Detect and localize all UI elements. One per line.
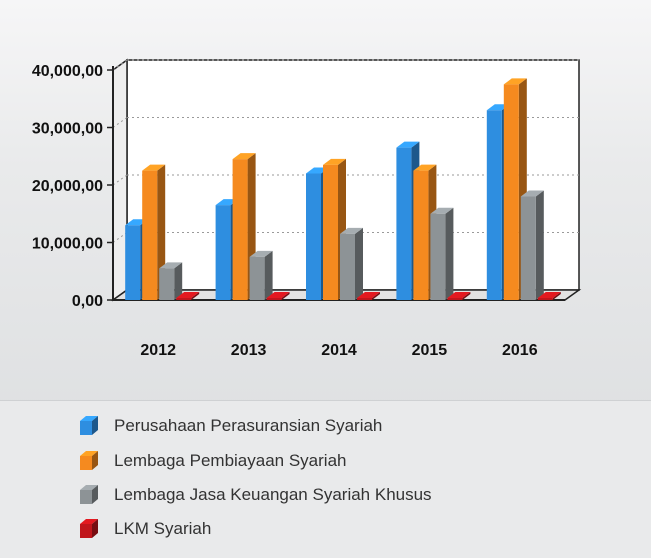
bar-side-2012-3 <box>191 292 200 300</box>
bar-side-2012-2 <box>174 262 183 300</box>
bar-side-2014-2 <box>355 227 363 300</box>
legend-label-2: Lembaga Pembiayaan Syariah <box>114 451 347 470</box>
bar-2015-1 <box>413 170 429 300</box>
bar-chart: 0,00 10,000,00 20,000,00 30,000,00 40,000,00… <box>32 58 582 359</box>
bar-top-2015-2 <box>430 207 454 214</box>
bar-top-2014-2 <box>340 227 363 234</box>
legend-label-4: LKM Syariah <box>114 519 212 538</box>
bar-side-2014-3 <box>372 292 380 300</box>
y-tick-label: 10,000,00 <box>32 236 103 253</box>
bar-2012-0 <box>125 225 141 300</box>
bar-2013-2 <box>249 256 265 300</box>
legend-swatch-4 <box>80 519 98 538</box>
bar-2016-0 <box>486 110 502 300</box>
bar-2015-2 <box>430 213 446 300</box>
legend-cube-side <box>92 519 98 538</box>
x-tick-label-2016: 2016 <box>502 342 538 359</box>
bar-top-2015-1 <box>413 164 437 171</box>
bar-2015-3 <box>447 298 463 300</box>
y-tick-label: 20,000,00 <box>32 178 103 195</box>
bar-top-2014-1 <box>323 158 346 165</box>
legend-item-lkm-syariah: LKM Syariah <box>78 517 211 541</box>
legend-cube-side <box>92 451 98 470</box>
legend-item-lembaga-pembiayaan: Lembaga Pembiayaan Syariah <box>78 449 346 473</box>
bar-top-2012-1 <box>142 164 166 171</box>
y-tick-label: 40,000,00 <box>32 63 103 80</box>
side-wall <box>112 58 128 302</box>
x-tick-label-2014: 2014 <box>321 342 357 359</box>
legend-cube-front <box>80 524 92 538</box>
bar-side-2013-2 <box>264 250 273 300</box>
bar-top-2012-2 <box>159 262 183 269</box>
bar-top-2016-3 <box>537 292 561 298</box>
bar-2012-3 <box>176 298 192 300</box>
legend-swatch-2 <box>80 451 98 470</box>
bar-side-2015-2 <box>445 207 454 300</box>
x-tick-label-2013: 2013 <box>231 342 267 359</box>
bar-top-2013-3 <box>266 292 290 298</box>
bar-top-2014-3 <box>357 292 380 298</box>
bar-2014-2 <box>340 233 355 300</box>
bar-top-2016-2 <box>520 190 544 197</box>
legend-cube-front <box>80 421 92 435</box>
bar-2015-0 <box>396 147 412 300</box>
bar-top-2016-1 <box>503 78 527 85</box>
bar-side-2016-2 <box>535 190 544 300</box>
legend-label-1: Perusahaan Perasuransian Syariah <box>114 416 383 435</box>
legend-swatch-3 <box>80 485 98 504</box>
bar-2016-2 <box>520 196 536 300</box>
plot-area: 0,00 10,000,00 20,000,00 30,000,00 40,000,00… <box>32 58 582 359</box>
bar-top-2015-3 <box>447 292 471 298</box>
y-tick-label: 30,000,00 <box>32 121 103 138</box>
bar-top-2013-1 <box>232 153 256 160</box>
bar-2013-1 <box>232 159 248 300</box>
x-tick-label-2015: 2015 <box>412 342 448 359</box>
legend-item-perusahaan-perasuransian: Perusahaan Perasuransian Syariah <box>78 414 382 438</box>
y-tick-label: 0,00 <box>72 293 103 310</box>
bar-2013-0 <box>215 205 231 300</box>
bar-top-2012-3 <box>176 292 200 298</box>
bar-side-2015-3 <box>462 292 471 300</box>
bar-2013-3 <box>266 298 282 300</box>
bar-2012-1 <box>142 170 158 300</box>
legend-cube-front <box>80 456 92 470</box>
bar-top-2013-2 <box>249 250 273 257</box>
legend-cube-side <box>92 416 98 435</box>
bar-2014-1 <box>323 164 338 300</box>
x-tick-label-2012: 2012 <box>140 342 176 359</box>
bar-2016-1 <box>503 84 519 300</box>
legend-label-3: Lembaga Jasa Keuangan Syariah Khusus <box>114 485 432 504</box>
bar-2016-3 <box>537 298 553 300</box>
legend-item-lembaga-jasa-keuangan: Lembaga Jasa Keuangan Syariah Khusus <box>78 483 432 507</box>
legend-swatch-1 <box>80 416 98 435</box>
legend: Perusahaan Perasuransian Syariah Lembaga… <box>0 400 651 558</box>
bar-2012-2 <box>159 268 175 300</box>
legend-cube-side <box>92 485 98 504</box>
bar-2014-3 <box>357 298 372 300</box>
bar-2014-0 <box>306 173 321 300</box>
bar-side-2013-3 <box>281 292 290 300</box>
bar-side-2016-3 <box>552 292 561 300</box>
legend-cube-front <box>80 490 92 504</box>
bar-top-2015-0 <box>396 141 420 148</box>
